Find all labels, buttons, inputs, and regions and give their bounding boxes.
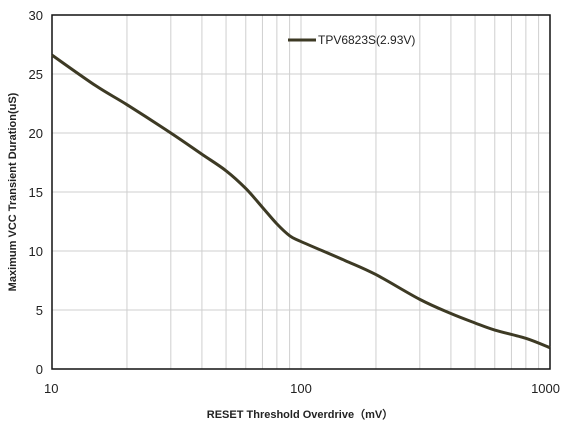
y-tick-label: 5 xyxy=(36,303,43,318)
series-line-tpv6823s xyxy=(51,53,551,350)
grid-lines xyxy=(52,15,550,369)
legend-label: TPV6823S(2.93V) xyxy=(318,33,415,47)
legend: TPV6823S(2.93V) xyxy=(288,33,415,47)
x-tick-label: 100 xyxy=(290,381,312,396)
plot-area-frame xyxy=(51,14,551,370)
x-axis-title: RESET Threshold Overdrive（mV） xyxy=(207,408,393,421)
y-tick-label: 20 xyxy=(29,126,43,141)
x-tick-labels: 10 100 1000 xyxy=(44,381,560,396)
x-tick-label: 1000 xyxy=(531,381,560,396)
y-tick-label: 15 xyxy=(29,185,43,200)
x-tick-label: 10 xyxy=(44,381,58,396)
y-tick-label: 0 xyxy=(36,362,43,377)
y-axis-title: Maximum VCC Transient Duration(uS) xyxy=(7,92,19,291)
y-tick-label: 25 xyxy=(29,67,43,82)
y-tick-labels: 0 5 10 15 20 25 30 xyxy=(29,8,43,377)
y-tick-label: 30 xyxy=(29,8,43,23)
y-tick-label: 10 xyxy=(29,244,43,259)
